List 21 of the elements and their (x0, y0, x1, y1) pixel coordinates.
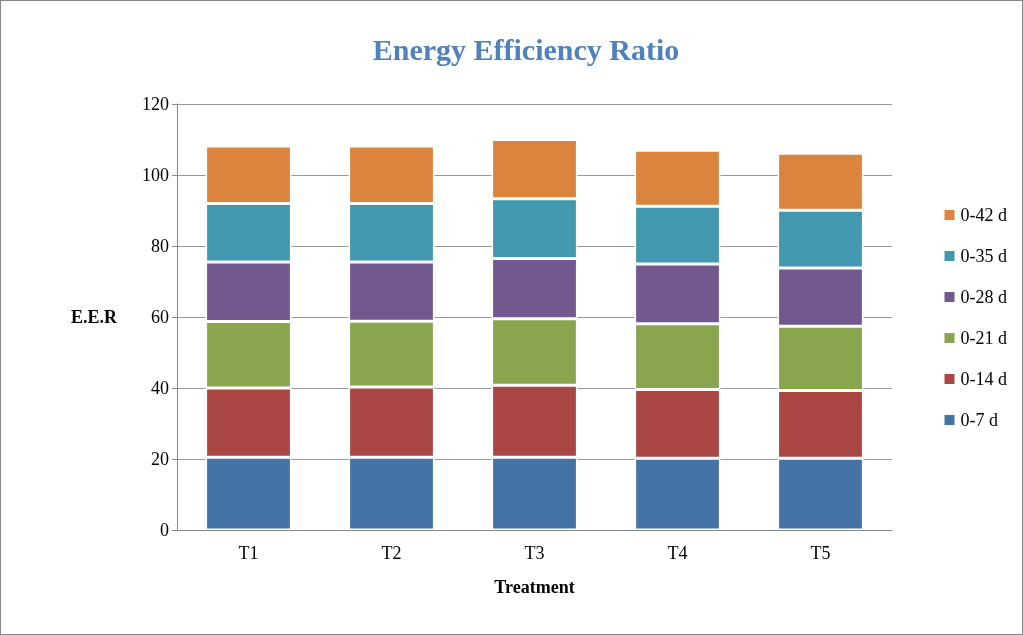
x-tick-label: T5 (810, 543, 831, 563)
legend-label: 0-14 d (960, 369, 1008, 389)
x-axis-title: Treatment (494, 577, 575, 597)
y-tick-label: 0 (160, 520, 169, 540)
y-tick-label: 120 (142, 94, 169, 114)
y-tick-label: 40 (151, 378, 169, 398)
x-tick-label: T4 (667, 543, 688, 563)
x-tick-label: T3 (524, 543, 545, 563)
y-tick-label: 60 (151, 307, 169, 327)
legend-label: 0-42 d (960, 205, 1008, 225)
y-axis-title: E.E.R (70, 307, 118, 327)
y-tick-label: 100 (142, 165, 169, 185)
chart-title: Energy Efficiency Ratio (372, 32, 680, 66)
legend-label: 0-35 d (960, 246, 1008, 266)
y-tick-label: 20 (151, 449, 169, 469)
legend-label: 0-28 d (960, 287, 1008, 307)
x-tick-label: T2 (381, 543, 402, 563)
legend-label: 0-7 d (960, 410, 999, 430)
legend-label: 0-21 d (960, 328, 1008, 348)
y-tick-label: 80 (151, 236, 169, 256)
x-tick-label: T1 (238, 543, 259, 563)
